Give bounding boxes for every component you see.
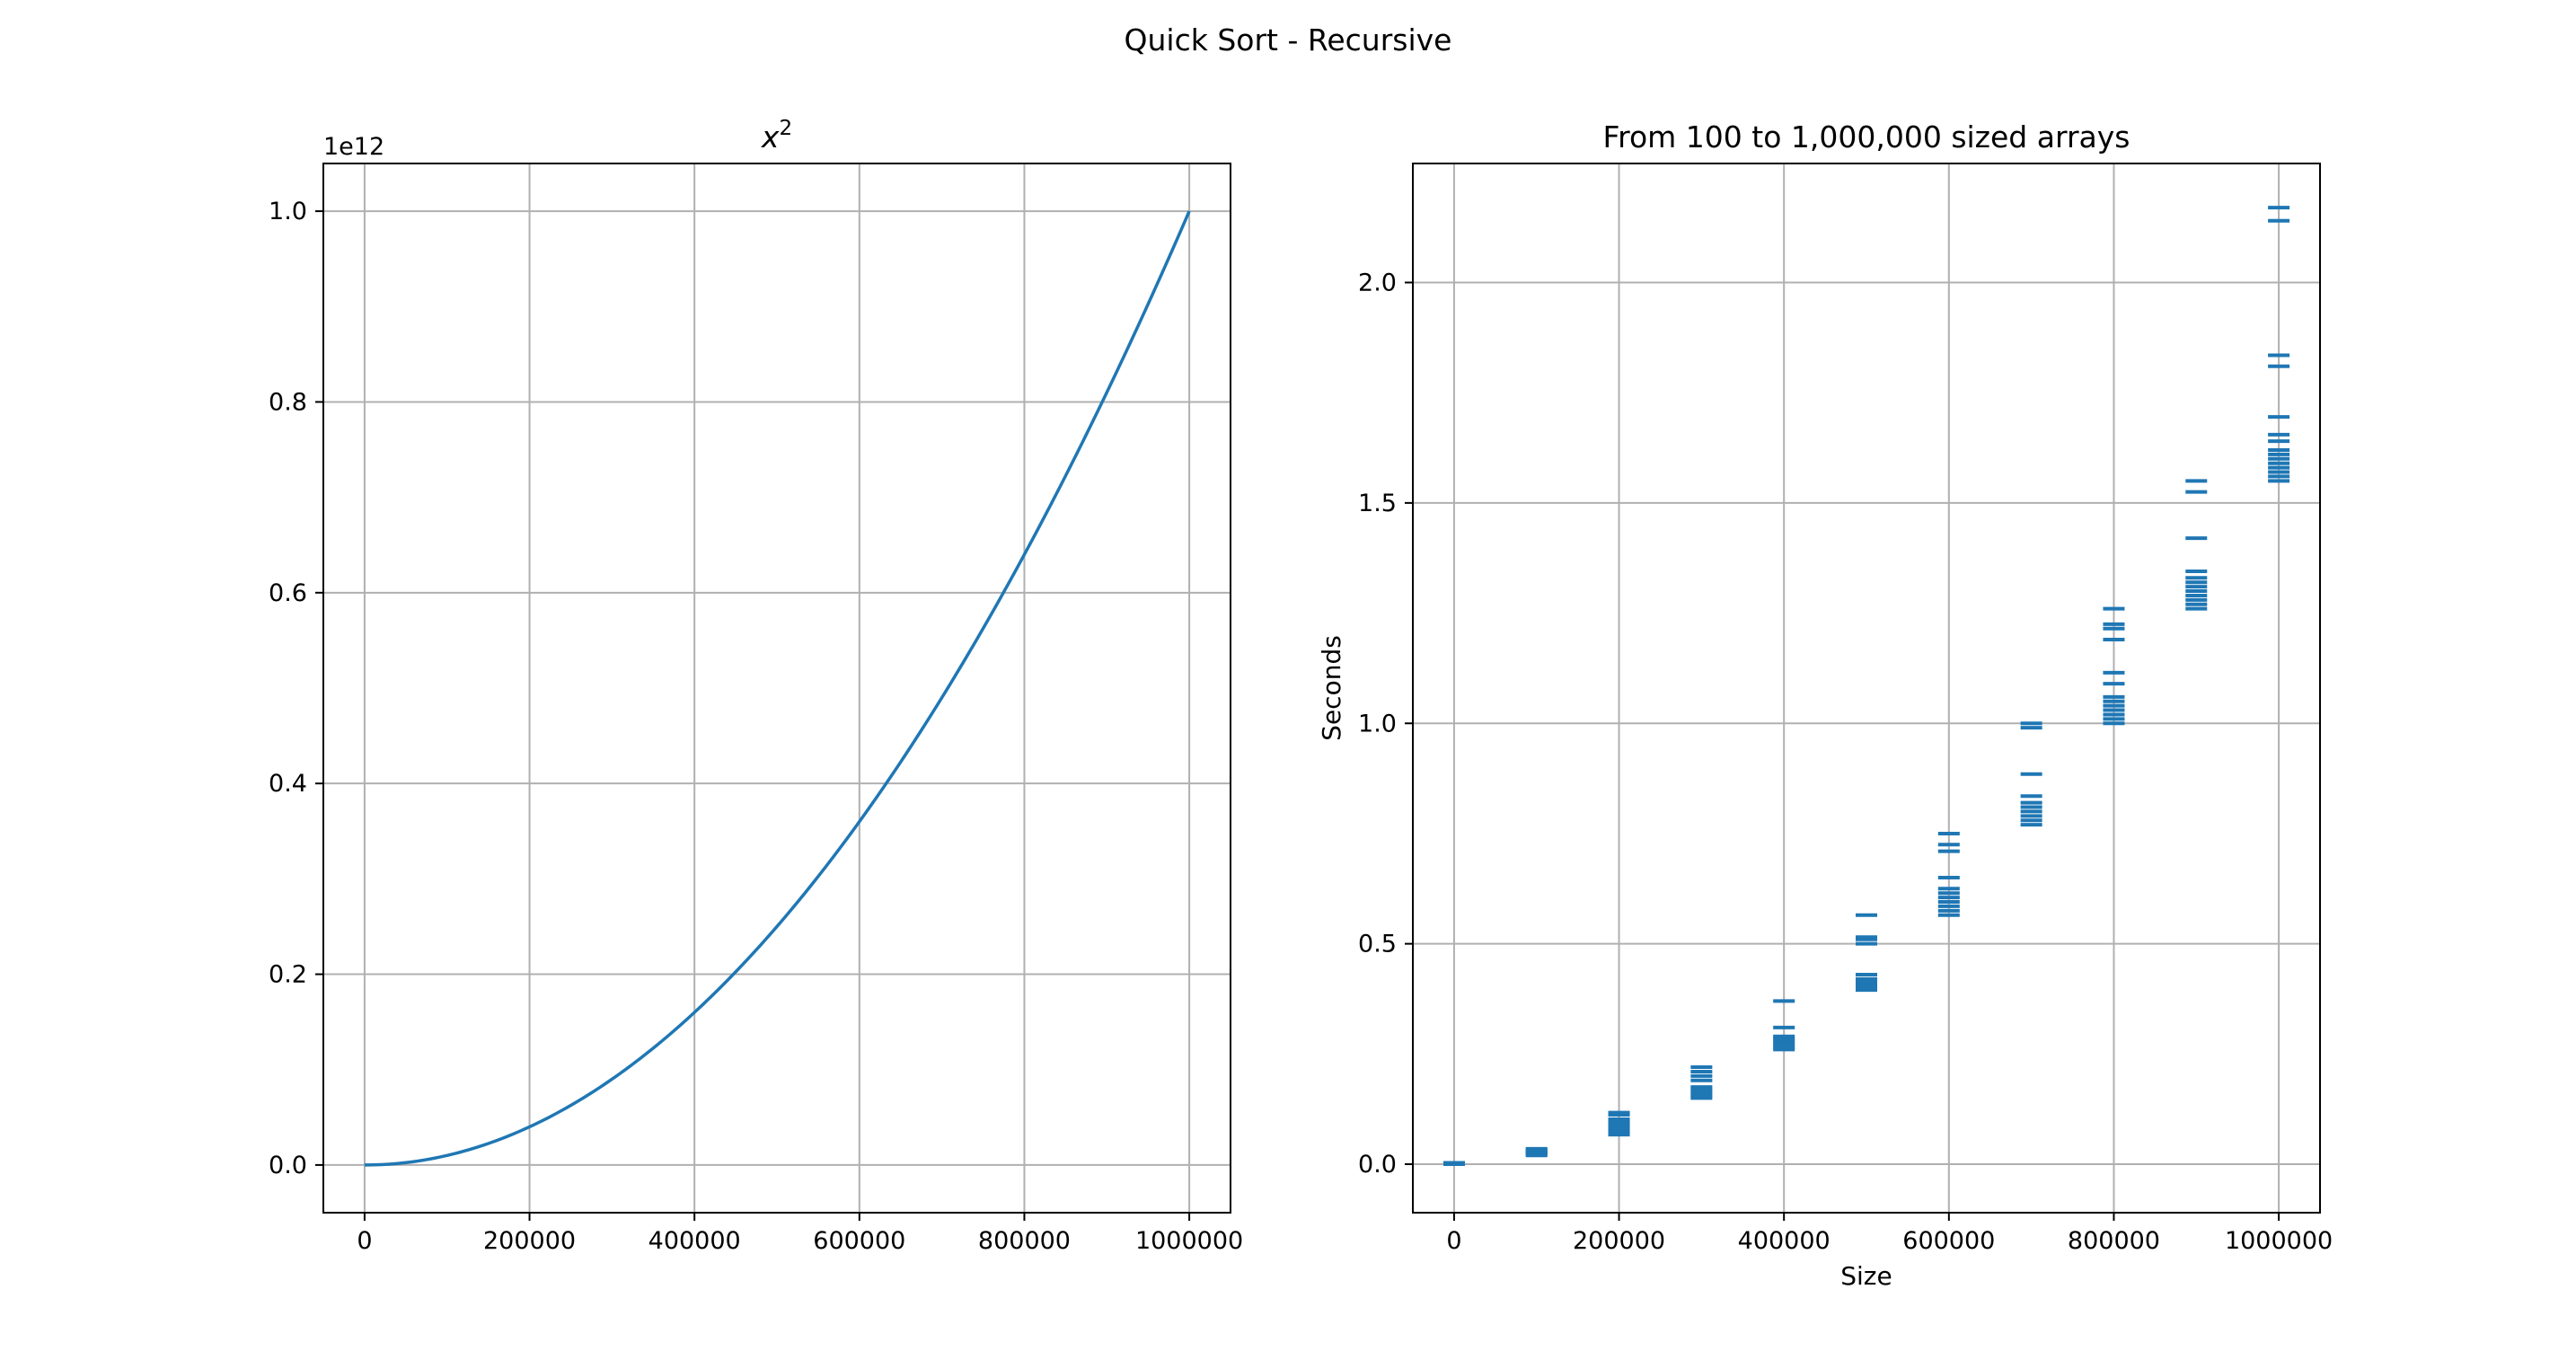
y-tick-label: 0.0 bbox=[1358, 1151, 1397, 1179]
y-tick-label: 0.0 bbox=[269, 1152, 307, 1179]
x-tick-label: 0 bbox=[1446, 1227, 1461, 1255]
left-chart-y-axis: 0.0 0.2 0.4 0.6 0.8 1.0 bbox=[269, 198, 323, 1179]
y-tick-label: 0.6 bbox=[269, 579, 307, 607]
y-tick-label: 0.4 bbox=[269, 770, 307, 798]
x-tick-label: 600000 bbox=[813, 1227, 905, 1255]
x-tick-label: 1000000 bbox=[2225, 1227, 2333, 1255]
right-chart-y-axis-label: Seconds bbox=[1317, 635, 1346, 741]
x-tick-label: 0 bbox=[357, 1227, 372, 1255]
y-tick-label: 1.5 bbox=[1358, 490, 1397, 517]
left-chart-frame bbox=[322, 163, 1231, 1214]
right-chart: 0 200000 400000 600000 800000 1000000 0.0 0.5 1… bbox=[1317, 119, 2333, 1291]
right-chart-x-axis: 0 200000 400000 600000 800000 1000000 bbox=[1446, 1213, 2333, 1255]
y-tick-label: 0.5 bbox=[1358, 931, 1397, 958]
x-squared-line bbox=[364, 210, 1191, 1167]
y-tick-label: 1.0 bbox=[1358, 710, 1397, 737]
y-tick-label: 1.0 bbox=[269, 198, 307, 225]
right-chart-y-axis: 0.0 0.5 1.0 1.5 2.0 bbox=[1358, 269, 1413, 1179]
x-tick-label: 200000 bbox=[1573, 1227, 1665, 1255]
left-chart: 0 200000 400000 600000 800000 1000000 0.00.20… bbox=[269, 117, 1243, 1255]
right-chart-title: From 100 to 1,000,000 sized arrays bbox=[1603, 119, 2130, 155]
left-chart-grid bbox=[323, 163, 1231, 1213]
x-tick-label: 800000 bbox=[2068, 1227, 2160, 1255]
x-tick-label: 600000 bbox=[1902, 1227, 1995, 1255]
left-chart-plot-area bbox=[364, 210, 1191, 1167]
x-tick-label: 400000 bbox=[1738, 1227, 1831, 1255]
left-chart-x-axis: 0 200000 400000 600000 800000 1000000 bbox=[357, 1213, 1243, 1255]
left-chart-offset-text: 1e12 bbox=[323, 133, 384, 161]
right-chart-x-axis-label: Size bbox=[1840, 1261, 1892, 1291]
y-tick-label: 2.0 bbox=[1358, 269, 1397, 297]
left-chart-title-base: x bbox=[761, 119, 780, 155]
left-chart-title-exponent: 2 bbox=[779, 117, 792, 140]
left-chart-title: x2 bbox=[761, 117, 792, 155]
y-tick-label: 0.2 bbox=[269, 961, 307, 989]
x-tick-label: 200000 bbox=[483, 1227, 576, 1255]
y-tick-label: 0.8 bbox=[269, 388, 307, 416]
x-tick-label: 800000 bbox=[978, 1227, 1071, 1255]
x-tick-label: 1000000 bbox=[1135, 1227, 1243, 1255]
right-chart-frame bbox=[1412, 163, 2321, 1214]
figure-suptitle: Quick Sort - Recursive bbox=[1125, 22, 1452, 57]
right-chart-plot-area bbox=[1443, 206, 2290, 1167]
x-tick-label: 400000 bbox=[648, 1227, 741, 1255]
